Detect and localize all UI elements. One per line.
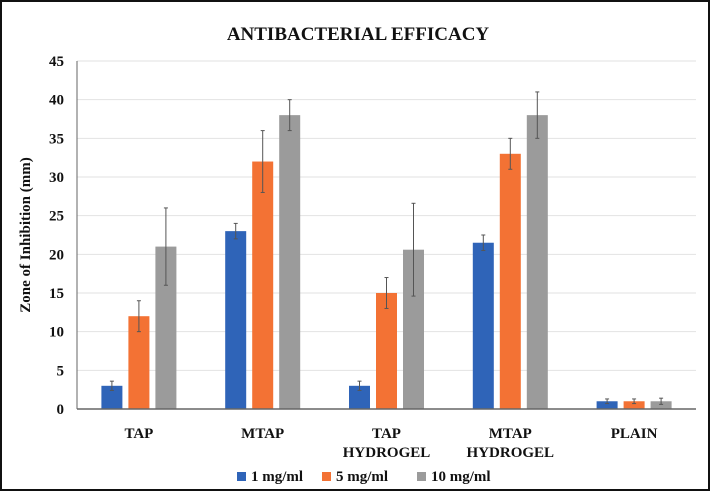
- y-tick-label: 35: [49, 131, 64, 147]
- x-tick-label: TAP: [372, 426, 401, 442]
- x-tick-label: PLAIN: [611, 426, 658, 442]
- bar: [252, 161, 274, 409]
- y-tick-label: 40: [49, 93, 64, 109]
- x-tick-label: HYDROGEL: [343, 445, 431, 461]
- bar: [101, 385, 123, 409]
- legend-swatch: [417, 472, 426, 481]
- y-tick-label: 10: [49, 325, 64, 341]
- bar: [650, 401, 672, 409]
- y-axis-label: Zone of Inhibition (mm): [18, 157, 34, 312]
- bar: [225, 231, 247, 409]
- y-tick-label: 30: [49, 170, 64, 186]
- y-tick-label: 5: [57, 363, 65, 379]
- legend-label: 10 mg/ml: [431, 469, 491, 485]
- x-tick-label: MTAP: [489, 426, 532, 442]
- bar: [526, 115, 548, 409]
- bar: [623, 401, 645, 409]
- y-tick-label: 0: [57, 402, 65, 418]
- y-tick-label: 45: [49, 54, 64, 70]
- bar: [596, 401, 618, 409]
- x-tick-label: HYDROGEL: [467, 445, 555, 461]
- x-tick-label: MTAP: [241, 426, 284, 442]
- legend-label: 1 mg/ml: [251, 469, 303, 485]
- legend-swatch: [237, 472, 246, 481]
- bar: [279, 115, 301, 409]
- bar: [403, 249, 424, 409]
- bar: [128, 316, 150, 409]
- bar: [155, 246, 177, 409]
- y-tick-label: 25: [49, 209, 64, 225]
- y-tick-label: 20: [49, 247, 64, 263]
- bar: [472, 242, 494, 409]
- x-tick-label: TAP: [124, 426, 153, 442]
- chart-title: ANTIBACTERIAL EFFICACY: [227, 24, 490, 45]
- bar: [499, 153, 521, 409]
- y-tick-label: 15: [49, 286, 64, 302]
- bar: [349, 385, 370, 409]
- legend-swatch: [322, 472, 331, 481]
- bar: [376, 293, 397, 409]
- legend-label: 5 mg/ml: [336, 469, 388, 485]
